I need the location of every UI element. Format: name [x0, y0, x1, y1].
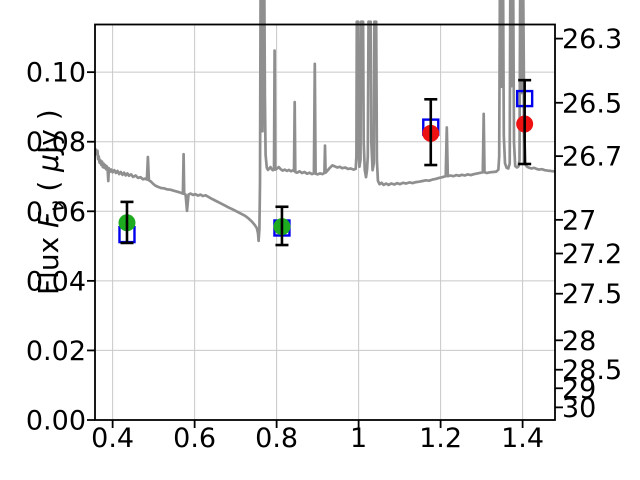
y-tick-label: 0.00	[26, 406, 86, 437]
y2-tick-label: 28.5	[562, 355, 622, 386]
x-tick-label: 1	[350, 423, 367, 454]
ylabel-paren: (	[32, 171, 65, 201]
y2-tick-label: 27	[562, 205, 596, 236]
ylabel-nu-subscript: ν	[44, 200, 69, 212]
ylabel-unit: Jy )	[32, 109, 65, 154]
spectrum-line	[95, 0, 555, 243]
y2-tick-label: 26.7	[562, 142, 622, 173]
y2-tick-label: 27.2	[562, 239, 622, 270]
y-tick-label: 0.02	[26, 336, 86, 367]
x-tick-label: 0.4	[91, 423, 134, 454]
x-tick-label: 0.6	[173, 423, 216, 454]
y-axis-label-right: Magnitude (AB)	[612, 10, 640, 470]
y-tick-label: 0.08	[26, 127, 86, 158]
y2-tick-label: 26.5	[562, 88, 622, 119]
y2-tick-label: 26.3	[562, 24, 622, 55]
y2-tick-label: 29	[562, 374, 596, 405]
y-tick-label: 0.04	[26, 266, 86, 297]
x-tick-label: 1.2	[419, 423, 462, 454]
y2-tick-label: 28	[562, 326, 596, 357]
ylabel-text: Flux	[32, 227, 65, 296]
ylabel-mu-symbol: μ	[32, 154, 65, 172]
x-tick-label: 1.4	[501, 423, 544, 454]
axes-frame	[94, 23, 556, 421]
y-tick-label: 0.10	[26, 58, 86, 89]
y2-tick-label: 30	[562, 393, 596, 424]
y-axis-label-left: Flux Fν ( μJy )	[0, 0, 69, 450]
ylabel-flux-symbol: F	[32, 211, 65, 228]
y2-tick-label: 27.5	[562, 279, 622, 310]
x-tick-label: 0.8	[255, 423, 298, 454]
x-axis-label: Wavelength λ (μm)	[155, 455, 495, 480]
y-tick-label: 0.06	[26, 197, 86, 228]
